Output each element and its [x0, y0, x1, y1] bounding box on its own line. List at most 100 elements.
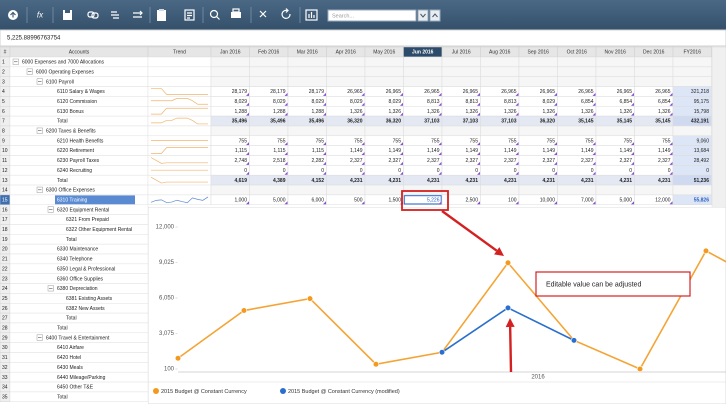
- data-point[interactable]: [240, 307, 248, 314]
- cell-value: 9,060: [696, 138, 709, 144]
- legend-swatch: [153, 388, 159, 394]
- selected-cell: [403, 195, 442, 205]
- editable-marker: [515, 152, 519, 155]
- account-name: 6340 Telephone: [57, 257, 93, 263]
- callout-arrow-head: [494, 247, 504, 256]
- account-name: 6440 Mileage/Parking: [57, 375, 106, 381]
- column-header[interactable]: Apr 2016: [336, 50, 357, 56]
- column-header[interactable]: Sep 2016: [528, 50, 550, 56]
- editable-marker: [554, 161, 557, 165]
- data-point[interactable]: [636, 365, 644, 373]
- data-point[interactable]: [438, 349, 446, 356]
- column-header[interactable]: Dec 2016: [643, 50, 665, 56]
- cell-value: 755: [585, 138, 594, 144]
- close-button[interactable]: [259, 10, 267, 18]
- value-cell: [326, 125, 366, 137]
- editable-marker: [323, 112, 326, 116]
- value-cell: [364, 184, 404, 196]
- cell-value: 26,965: [501, 89, 517, 95]
- editable-marker: [361, 142, 365, 146]
- sync-button[interactable]: [133, 10, 143, 18]
- account-cell: [9, 234, 149, 245]
- column-header[interactable]: Oct 2016: [567, 50, 588, 56]
- cell-value: 37,103: [424, 119, 440, 125]
- search-next[interactable]: [429, 9, 441, 22]
- cell-value: 4,389: [273, 178, 286, 184]
- editable-marker: [631, 112, 634, 116]
- unlink-button[interactable]: [111, 11, 119, 19]
- formula-bar[interactable]: [0, 29, 726, 47]
- row-number: 4: [2, 89, 5, 95]
- column-header[interactable]: Jul 2016: [452, 50, 471, 56]
- value-cell[interactable]: [672, 194, 712, 205]
- notes-button[interactable]: [184, 9, 195, 21]
- chart: 100 3,075 6,050 9,025 12,000 2016 2015 Budget …: [148, 207, 726, 404]
- search-box[interactable]: [327, 9, 417, 22]
- legend-label[interactable]: 2015 Budget @ Constant Currency (modifie…: [288, 389, 400, 395]
- refresh-button[interactable]: [281, 8, 291, 19]
- editable-marker: [477, 102, 480, 106]
- column-header[interactable]: May 2016: [373, 50, 395, 56]
- data-point[interactable]: [306, 295, 314, 302]
- home-button[interactable]: [8, 10, 18, 20]
- cell-value: 1,288: [311, 109, 324, 115]
- account-name: 6381 Existing Assets: [66, 296, 113, 302]
- sparkline: [150, 196, 209, 204]
- column-header[interactable]: Trend: [173, 50, 186, 56]
- cell-value: 1,000: [234, 197, 247, 203]
- value-cell: [595, 56, 635, 68]
- cell-value: 0: [475, 168, 478, 174]
- column-header[interactable]: Accounts: [69, 50, 90, 56]
- value-cell: [518, 184, 558, 196]
- column-header[interactable]: #: [4, 50, 7, 56]
- cell-value: 13,684: [694, 148, 710, 154]
- link-button[interactable]: [87, 11, 99, 19]
- editable-marker: [515, 201, 519, 205]
- row-number: 25: [2, 296, 8, 302]
- search-placeholder: Search...: [332, 13, 354, 19]
- chart-button[interactable]: [305, 9, 318, 21]
- fx-button[interactable]: fx: [37, 11, 44, 20]
- print-button[interactable]: [231, 8, 241, 18]
- data-point[interactable]: [174, 355, 182, 362]
- column-header[interactable]: Mar 2016: [297, 50, 318, 56]
- cell-value: 755: [393, 138, 402, 144]
- cell-value: 28,492: [694, 158, 710, 164]
- data-point[interactable]: [504, 259, 512, 266]
- trend-cell: [147, 86, 212, 97]
- column-header[interactable]: Aug 2016: [489, 50, 511, 56]
- cell-value: 26,965: [578, 89, 594, 95]
- data-point[interactable]: [702, 247, 710, 254]
- editable-marker: [554, 112, 557, 116]
- cell-value: 8,813: [465, 99, 478, 105]
- cell-value: 0: [591, 168, 594, 174]
- row-number: 20: [2, 247, 8, 253]
- column-header[interactable]: Feb 2016: [258, 50, 279, 56]
- column-header[interactable]: FY2016: [683, 50, 701, 56]
- editable-marker: [669, 161, 673, 165]
- save-button[interactable]: [63, 10, 72, 20]
- account-name: 6330 Maintenance: [57, 247, 98, 253]
- editable-marker: [477, 171, 480, 175]
- value-cell: [364, 56, 404, 68]
- data-point[interactable]: [504, 304, 512, 311]
- annotation-text: Editable value can be adjusted: [546, 281, 641, 288]
- cell-value: 2,748: [234, 158, 247, 164]
- legend-label[interactable]: 2015 Budget @ Constant Currency: [161, 389, 247, 395]
- paste-button[interactable]: [157, 9, 166, 21]
- value-cell: [249, 184, 289, 196]
- value-cell: [287, 125, 327, 137]
- data-point[interactable]: [570, 337, 578, 344]
- editable-marker: [246, 171, 249, 175]
- cell-value: 2,327: [542, 158, 555, 164]
- value-cell: [634, 184, 674, 196]
- column-header[interactable]: Jun 2016: [412, 50, 434, 56]
- cell-value: 36,320: [347, 119, 363, 125]
- search-prev[interactable]: [417, 9, 429, 22]
- row-number: 1: [2, 60, 5, 66]
- zoom-button[interactable]: [209, 9, 220, 20]
- cell-value: 35,145: [617, 119, 633, 125]
- data-point[interactable]: [372, 361, 380, 368]
- column-header[interactable]: Nov 2016: [605, 50, 627, 56]
- column-header[interactable]: Jan 2016: [220, 50, 241, 56]
